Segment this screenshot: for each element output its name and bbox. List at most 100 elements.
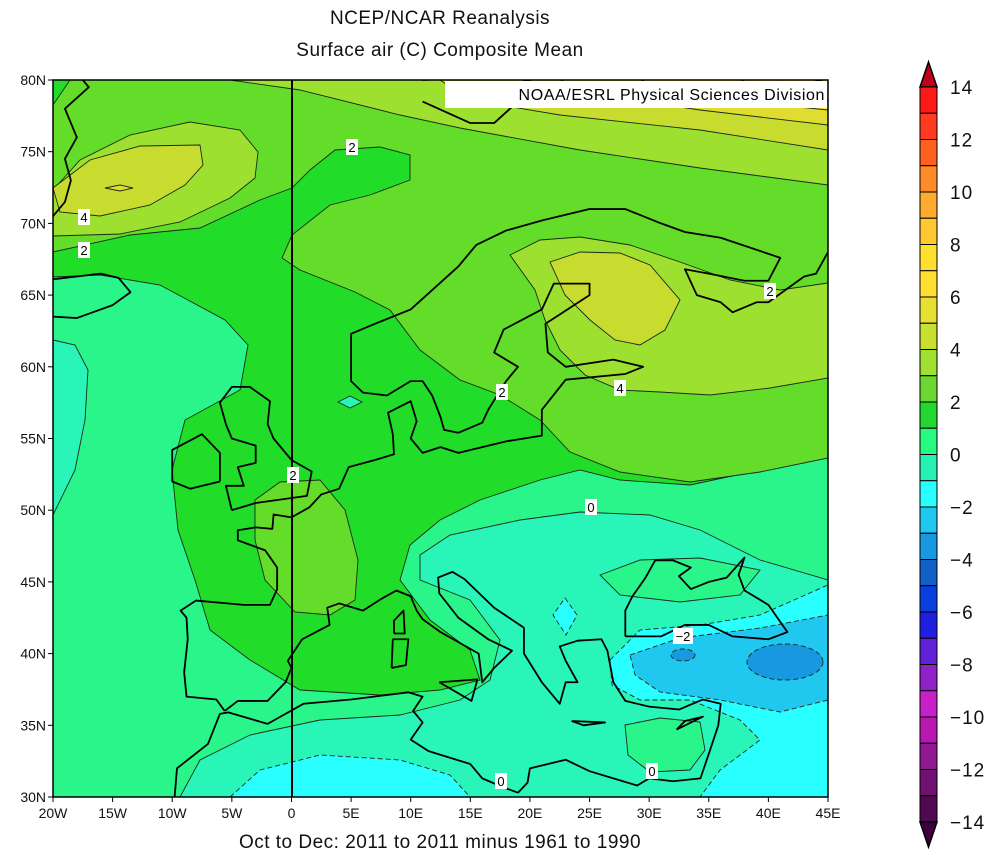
colorbar-label: −8 xyxy=(950,656,974,677)
contour-region-blob-black-sea xyxy=(599,557,761,603)
colorbar-label: 4 xyxy=(950,341,962,362)
lat-tick-label: 75N xyxy=(20,144,46,160)
coastline-atlantic-baltic-coast xyxy=(179,208,828,712)
period-caption: Oct to Dec: 2011 to 2011 minus 1961 to 1… xyxy=(238,832,642,853)
chart-subtitle: Surface air (C) Composite Mean xyxy=(296,40,584,61)
coastline-ireland xyxy=(171,433,221,490)
lon-tick-label: 5W xyxy=(221,805,243,821)
svg-text:0: 0 xyxy=(587,500,594,515)
colorbar: 14 12 10 8 6 4 2 0 −2 −4 −6 −8 −10 −12 −14 xyxy=(918,59,985,850)
coastline-corsica xyxy=(393,609,406,635)
colorbar-swatch xyxy=(919,296,938,324)
colorbar-label: −10 xyxy=(950,708,985,729)
colorbar-label: 0 xyxy=(950,446,962,467)
lon-tick-label: 15W xyxy=(98,805,128,821)
colorbar-swatch xyxy=(919,769,938,797)
coastline-iceland xyxy=(53,272,132,319)
coastline-great-britain xyxy=(219,385,313,512)
svg-text:−2: −2 xyxy=(676,629,691,644)
contour-label: 2 xyxy=(78,242,90,258)
contour-label: 2 xyxy=(346,139,358,155)
colorbar-swatch xyxy=(919,559,938,587)
lat-tick-label: 45N xyxy=(20,574,46,590)
lon-tick-label: 20W xyxy=(39,805,69,821)
contour-labels: 2 4 2 2 2 2 0 −2 0 0 4 xyxy=(78,139,776,789)
contour-region-band-m3-m2-1 xyxy=(746,643,824,681)
lat-tick-label: 35N xyxy=(20,717,46,733)
credit-text: NOAA/ESRL Physical Sciences Division xyxy=(519,87,825,104)
lat-tick-label: 60N xyxy=(20,359,46,375)
colorbar-swatch xyxy=(919,112,938,140)
colorbar-label: 14 xyxy=(950,78,973,99)
contour-label: 4 xyxy=(614,380,626,396)
svg-text:2: 2 xyxy=(80,243,87,258)
lon-tick-label: 25E xyxy=(577,805,602,821)
colorbar-swatch xyxy=(919,637,938,665)
contour-label: 2 xyxy=(764,283,776,299)
svg-text:0: 0 xyxy=(648,764,655,779)
contour-label: 4 xyxy=(78,209,90,225)
lat-tick-label: 55N xyxy=(20,431,46,447)
colorbar-top-arrow xyxy=(918,59,939,88)
colorbar-swatch xyxy=(919,270,938,298)
colorbar-label: 12 xyxy=(950,131,973,152)
coastline-sardinia xyxy=(390,638,410,669)
lat-tick-label: 40N xyxy=(20,646,46,662)
colorbar-swatch xyxy=(919,244,938,272)
colorbar-bottom-arrow xyxy=(918,821,939,850)
svg-text:0: 0 xyxy=(497,774,504,789)
colorbar-label: −4 xyxy=(950,551,974,572)
lon-tick-label: 20E xyxy=(517,805,542,821)
chart-title: NCEP/NCAR Reanalysis xyxy=(329,8,551,29)
lon-tick-label: 35E xyxy=(696,805,721,821)
colorbar-swatch xyxy=(919,375,938,403)
colorbar-label: 6 xyxy=(950,288,962,309)
colorbar-label: 8 xyxy=(950,236,962,257)
contour-region-blob-egypt xyxy=(624,717,706,773)
colorbar-label: −2 xyxy=(950,498,974,519)
colorbar-label: −14 xyxy=(950,813,985,834)
svg-text:4: 4 xyxy=(616,381,623,396)
contour-label: 0 xyxy=(646,763,658,779)
svg-text:2: 2 xyxy=(766,284,773,299)
colorbar-swatch xyxy=(919,480,938,508)
contour-region-band-0-1-west xyxy=(53,339,89,516)
coastline-north-africa-coast xyxy=(173,691,519,797)
contour-region-blob-balkans xyxy=(552,597,578,636)
coastline-cyprus xyxy=(675,715,704,731)
lon-tick-label: 45E xyxy=(816,805,841,821)
lat-tick-label: 80N xyxy=(20,72,46,88)
colorbar-swatch xyxy=(919,532,938,560)
coastline-mediterranean-north-coast xyxy=(224,570,722,794)
colorbar-label: 2 xyxy=(950,393,962,414)
contour-region-band-m3-m2-0 xyxy=(670,648,696,662)
colorbar-swatch xyxy=(919,217,938,245)
lon-tick-label: 5E xyxy=(343,805,360,821)
colorbar-swatch xyxy=(919,401,938,429)
contour-label: 2 xyxy=(287,467,299,483)
colorbar-label: 10 xyxy=(950,183,973,204)
lat-tick-label: 50N xyxy=(20,502,46,518)
colorbar-swatch xyxy=(919,611,938,639)
colorbar-label: −6 xyxy=(950,603,974,624)
coastlines xyxy=(53,80,828,797)
lat-tick-label: 65N xyxy=(20,287,46,303)
contour-label: −2 xyxy=(673,628,693,644)
credit-box: NOAA/ESRL Physical Sciences Division xyxy=(445,81,827,108)
colorbar-swatch xyxy=(919,742,938,770)
svg-text:2: 2 xyxy=(348,140,355,155)
colorbar-swatch xyxy=(919,690,938,718)
lat-tick-label: 30N xyxy=(20,789,46,805)
colorbar-swatch xyxy=(919,795,938,823)
contour-region-band-5-6-scandinavia xyxy=(549,251,681,346)
contour-region-blob-6-7-atlantic xyxy=(104,184,134,192)
colorbar-swatch xyxy=(919,139,938,167)
colorbar-swatch xyxy=(919,349,938,377)
coastline-black-sea xyxy=(624,556,789,641)
lon-tick-label: 10W xyxy=(158,805,188,821)
contour-region-blob-north-sea xyxy=(336,395,364,409)
colorbar-swatch xyxy=(919,191,938,219)
colorbar-label: −12 xyxy=(950,761,985,782)
lon-tick-label: 30E xyxy=(637,805,662,821)
